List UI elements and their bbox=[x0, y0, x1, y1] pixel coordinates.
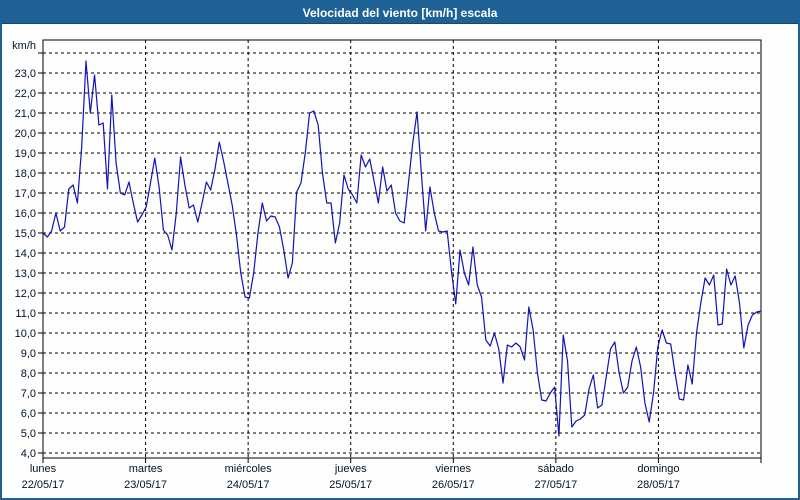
day-name-label: viernes bbox=[436, 463, 472, 475]
y-tick-label: 15,0 bbox=[15, 228, 36, 240]
y-tick-label: 18,0 bbox=[15, 168, 36, 180]
plot-border bbox=[42, 39, 762, 459]
day-name-label: martes bbox=[129, 463, 163, 475]
y-tick-label: 22,0 bbox=[15, 88, 36, 100]
day-name-label: jueves bbox=[334, 463, 367, 475]
day-date-label: 28/05/17 bbox=[637, 479, 680, 491]
y-tick-label: 5,0 bbox=[21, 428, 36, 440]
day-date-label: 23/05/17 bbox=[124, 479, 167, 491]
y-tick-label: 19,0 bbox=[15, 148, 36, 160]
y-tick-label: 4,0 bbox=[21, 448, 36, 460]
y-tick-label: 16,0 bbox=[15, 208, 36, 220]
y-tick-label: 7,0 bbox=[21, 388, 36, 400]
y-axis-unit-label: km/h bbox=[12, 40, 36, 52]
day-name-label: sábado bbox=[538, 463, 574, 475]
y-tick-label: 8,0 bbox=[21, 368, 36, 380]
day-date-label: 22/05/17 bbox=[22, 479, 65, 491]
day-date-label: 26/05/17 bbox=[432, 479, 475, 491]
y-tick-label: 20,0 bbox=[15, 128, 36, 140]
day-name-label: miércoles bbox=[225, 463, 273, 475]
chart-title-bar: Velocidad del viento [km/h] escala bbox=[2, 2, 798, 24]
day-date-label: 25/05/17 bbox=[329, 479, 372, 491]
day-name-label: domingo bbox=[637, 463, 679, 475]
y-tick-label: 6,0 bbox=[21, 408, 36, 420]
chart-title: Velocidad del viento [km/h] escala bbox=[302, 6, 498, 20]
y-tick-label: 11,0 bbox=[15, 308, 36, 320]
y-tick-label: 17,0 bbox=[15, 188, 36, 200]
y-tick-label: 12,0 bbox=[15, 288, 36, 300]
y-tick-label: 10,0 bbox=[15, 328, 36, 340]
y-tick-label: 21,0 bbox=[15, 108, 36, 120]
day-date-label: 24/05/17 bbox=[227, 479, 270, 491]
day-date-label: 27/05/17 bbox=[534, 479, 577, 491]
wind-speed-chart: 4,0 5,0 6,0 7,0 8,0 9,0 10,0 11,0 12,0 13,0 14,0 15… bbox=[12, 39, 762, 491]
y-tick-label: 14,0 bbox=[15, 248, 36, 260]
y-tick-label: 23,0 bbox=[15, 68, 36, 80]
y-tick-label: 13,0 bbox=[15, 268, 36, 280]
day-name-label: lunes bbox=[30, 463, 57, 475]
wind-speed-line bbox=[42, 60, 762, 437]
y-tick-label: 9,0 bbox=[21, 348, 36, 360]
